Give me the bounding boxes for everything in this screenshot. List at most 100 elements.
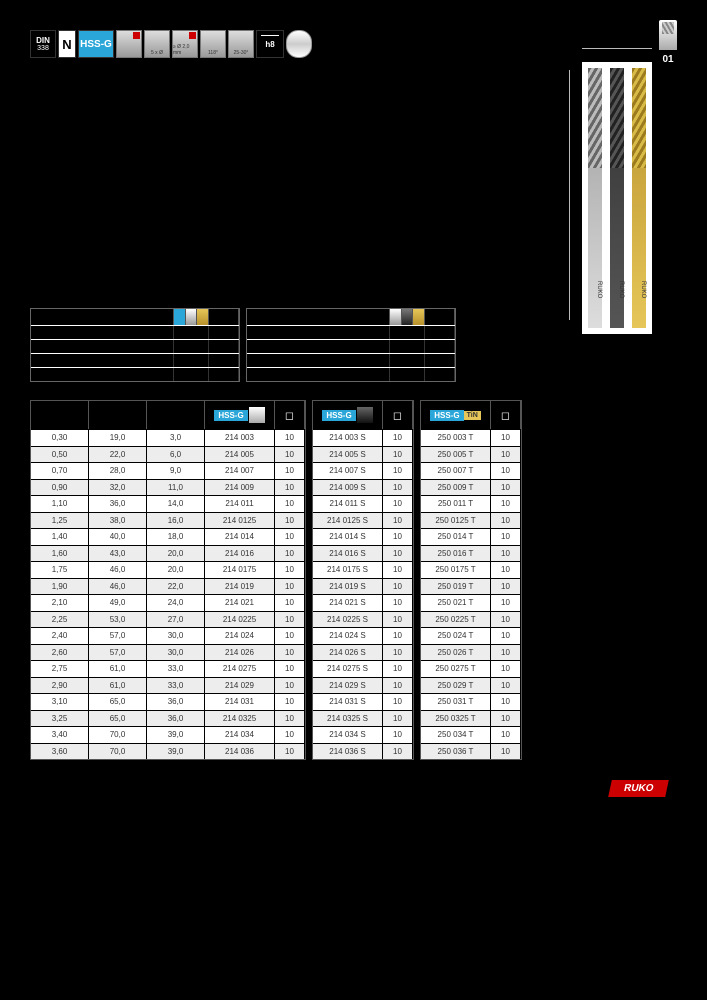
cell-qty: 10 <box>491 612 521 628</box>
table-row: 214 0175 S 10 <box>313 561 413 578</box>
package-icon: ◻ <box>285 409 294 422</box>
cell-partno-tin: 250 014 T <box>421 529 491 545</box>
table-row: 1,75 46,0 20,0 214 0175 10 <box>31 561 305 578</box>
swatch-silver <box>390 309 402 325</box>
cell-diameter: 2,10 <box>31 595 89 611</box>
cell-qty: 10 <box>383 645 413 661</box>
main-table: HSS-G ◻ 0,30 19,0 3,0 214 003 10 0,50 22… <box>30 400 677 760</box>
table-row: 1,40 40,0 18,0 214 014 10 <box>31 528 305 545</box>
hdr-hssg-bright: HSS-G <box>214 410 247 421</box>
spec-badges: DIN 338 N HSS-G 5 x Ø ≥ Ø 2,0 mm 118° 25… <box>30 30 677 58</box>
table-row: 250 0175 T 10 <box>421 561 521 578</box>
table-row: 1,25 38,0 16,0 214 0125 10 <box>31 512 305 529</box>
table-row: 250 029 T 10 <box>421 677 521 694</box>
cell-partno-steam: 214 034 S <box>313 727 383 743</box>
table-row: 214 016 S 10 <box>313 545 413 562</box>
cell-length-flute: 20,0 <box>147 562 205 578</box>
cell-length-total: 28,0 <box>89 463 147 479</box>
cell-partno-bright: 214 014 <box>205 529 275 545</box>
cell-diameter: 2,25 <box>31 612 89 628</box>
cell-qty: 10 <box>383 430 413 446</box>
cell-qty: 10 <box>275 727 305 743</box>
cell-qty: 10 <box>491 430 521 446</box>
cell-length-total: 65,0 <box>89 694 147 710</box>
cell-partno-tin: 250 0225 T <box>421 612 491 628</box>
swatch-silver <box>249 407 265 423</box>
cell-length-total: 70,0 <box>89 744 147 760</box>
badge-din: DIN 338 <box>30 30 56 58</box>
cell-partno-tin: 250 021 T <box>421 595 491 611</box>
summary-tables <box>30 308 677 382</box>
cell-length-total: 61,0 <box>89 678 147 694</box>
cell-partno-bright: 214 009 <box>205 480 275 496</box>
package-icon: ◻ <box>393 409 402 422</box>
din-num: 338 <box>37 45 49 52</box>
table-row: 2,60 57,0 30,0 214 026 10 <box>31 644 305 661</box>
badge-tolerance-h8: h8 <box>256 30 284 58</box>
table-row: 1,10 36,0 14,0 214 011 10 <box>31 495 305 512</box>
cell-qty: 10 <box>491 496 521 512</box>
cell-partno-tin: 250 0175 T <box>421 562 491 578</box>
cell-length-total: 40,0 <box>89 529 147 545</box>
cell-length-flute: 16,0 <box>147 513 205 529</box>
badge-flute-icon: 5 x Ø <box>144 30 170 58</box>
hdr-hssg-tin: HSS-G <box>430 410 463 421</box>
cell-partno-bright: 214 0325 <box>205 711 275 727</box>
cell-diameter: 0,70 <box>31 463 89 479</box>
cell-length-total: 57,0 <box>89 628 147 644</box>
table-row: 250 016 T 10 <box>421 545 521 562</box>
cell-qty: 10 <box>383 612 413 628</box>
cell-qty: 10 <box>275 612 305 628</box>
cell-partno-bright: 214 003 <box>205 430 275 446</box>
table-row: 250 024 T 10 <box>421 627 521 644</box>
cell-partno-tin: 250 036 T <box>421 744 491 760</box>
cell-qty: 10 <box>383 595 413 611</box>
cell-partno-tin: 250 0275 T <box>421 661 491 677</box>
cell-qty: 10 <box>491 513 521 529</box>
cell-qty: 10 <box>275 595 305 611</box>
badge-shank-icon <box>286 30 312 58</box>
table-row: 214 005 S 10 <box>313 446 413 463</box>
table-row: 3,25 65,0 36,0 214 0325 10 <box>31 710 305 727</box>
cell-partno-tin: 250 005 T <box>421 447 491 463</box>
tin-tag: TiN <box>464 411 481 420</box>
cell-qty: 10 <box>275 430 305 446</box>
swatch-dark <box>402 309 414 325</box>
table-row: 0,30 19,0 3,0 214 003 10 <box>31 429 305 446</box>
table-row: 0,90 32,0 11,0 214 009 10 <box>31 479 305 496</box>
table-row: 3,60 70,0 39,0 214 036 10 <box>31 743 305 760</box>
cell-qty: 10 <box>491 447 521 463</box>
cell-length-flute: 30,0 <box>147 645 205 661</box>
drill-image <box>582 62 652 334</box>
cell-diameter: 1,40 <box>31 529 89 545</box>
cell-partno-steam: 214 005 S <box>313 447 383 463</box>
cell-qty: 10 <box>491 727 521 743</box>
cell-qty: 10 <box>275 579 305 595</box>
cell-qty: 10 <box>491 579 521 595</box>
cell-partno-bright: 214 016 <box>205 546 275 562</box>
cell-qty: 10 <box>383 727 413 743</box>
table-row: 214 003 S 10 <box>313 429 413 446</box>
cell-length-total: 49,0 <box>89 595 147 611</box>
table-row: 0,70 28,0 9,0 214 007 10 <box>31 462 305 479</box>
cell-partno-tin: 250 019 T <box>421 579 491 595</box>
cell-partno-bright: 214 005 <box>205 447 275 463</box>
cell-length-total: 70,0 <box>89 727 147 743</box>
cell-length-flute: 36,0 <box>147 694 205 710</box>
cell-partno-bright: 214 031 <box>205 694 275 710</box>
cell-diameter: 2,75 <box>31 661 89 677</box>
cell-qty: 10 <box>491 529 521 545</box>
cell-partno-tin: 250 0125 T <box>421 513 491 529</box>
cell-qty: 10 <box>383 480 413 496</box>
cell-length-flute: 39,0 <box>147 744 205 760</box>
cell-partno-steam: 214 026 S <box>313 645 383 661</box>
cell-partno-tin: 250 024 T <box>421 628 491 644</box>
cell-qty: 10 <box>383 628 413 644</box>
cell-qty: 10 <box>491 678 521 694</box>
cell-partno-bright: 214 036 <box>205 744 275 760</box>
badge-helix-angle-icon: 25-30° <box>228 30 254 58</box>
page-number: 01 <box>659 54 677 65</box>
cell-length-total: 65,0 <box>89 711 147 727</box>
cell-qty: 10 <box>491 711 521 727</box>
cell-length-flute: 11,0 <box>147 480 205 496</box>
